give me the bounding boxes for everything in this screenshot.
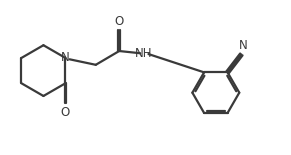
Text: N: N	[239, 39, 247, 52]
Text: O: O	[61, 106, 70, 120]
Text: N: N	[61, 51, 70, 64]
Text: O: O	[115, 15, 124, 28]
Text: NH: NH	[135, 47, 153, 60]
